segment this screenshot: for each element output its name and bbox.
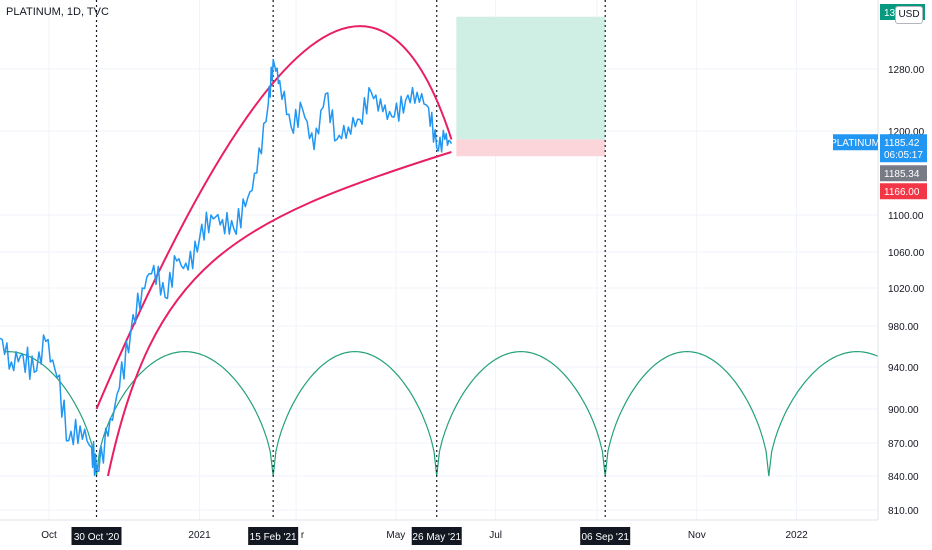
x-tick-label: Jul: [489, 530, 502, 541]
x-date-badge-label: 30 Oct '20: [74, 532, 120, 543]
y-axis-background: [878, 0, 932, 550]
y-tick-label: 1100.00: [888, 211, 924, 222]
prev-price-label: 1185.34: [884, 169, 920, 180]
stop-price-badge: [880, 183, 927, 200]
prev-price-badge: [880, 165, 927, 182]
vertical-markers: [95, 0, 606, 520]
x-axis[interactable]: Oct 2021 r May Jul Nov 2022 30 Oct '20 15 Feb '2…: [0, 519, 878, 545]
cycle-arcs: [3, 350, 878, 477]
x-date-badge: [411, 527, 462, 545]
x-date-badge-label: 26 May '21: [412, 532, 461, 543]
stop-price-label: 1166.00: [884, 187, 920, 198]
x-tick-label: Nov: [688, 530, 706, 541]
last-price-label: 1185.42: [884, 138, 920, 149]
grid: [0, 0, 878, 520]
x-tick-label: 2022: [785, 530, 808, 541]
y-tick-label: 1020.00: [888, 284, 925, 295]
x-date-badge: [71, 527, 122, 545]
x-date-badge: [580, 527, 631, 545]
countdown-label: 06:05:17: [884, 150, 923, 161]
position-zones[interactable]: [456, 16, 606, 157]
price-line: [0, 58, 453, 476]
chart-title[interactable]: PLATINUM, 1D, TVC: [6, 6, 109, 18]
last-price-badge: [880, 134, 927, 163]
price-series: [0, 58, 453, 476]
x-tick-label: 2021: [188, 530, 211, 541]
x-date-badge-label: 15 Feb '21: [250, 532, 297, 543]
currency-button[interactable]: USD: [895, 6, 923, 24]
y-tick-label: 940.00: [888, 363, 919, 374]
series-name-label: PLATINUM: [830, 138, 880, 149]
y-tick-label: 1200.00: [888, 127, 925, 138]
pitch-arcs: [95, 25, 453, 477]
y-tick-label: 1280.00: [888, 65, 925, 76]
x-tick-label: r: [301, 530, 305, 541]
y-tick-label: 840.00: [888, 472, 919, 483]
x-date-badge: [248, 527, 299, 545]
x-tick-label: May: [386, 530, 405, 541]
lower-arc: [106, 151, 452, 477]
target-price-label: 13: [884, 8, 896, 19]
x-date-badge-label: 06 Sep '21: [581, 532, 629, 543]
cycle-arc: [3, 350, 878, 477]
upper-arc: [95, 25, 453, 410]
y-tick-label: 1060.00: [888, 248, 925, 259]
y-tick-label: 900.00: [888, 405, 919, 416]
y-axis[interactable]: 810.00 840.00 870.00 900.00 940.00 980.00 1020…: [877, 0, 932, 550]
series-name-badge: [833, 134, 878, 151]
y-tick-label: 870.00: [888, 439, 919, 450]
y-tick-label: 810.00: [888, 506, 919, 517]
target-zone: [456, 16, 606, 140]
x-tick-label: Oct: [41, 530, 57, 541]
stop-zone: [456, 139, 606, 157]
y-tick-label: 980.00: [888, 322, 919, 333]
